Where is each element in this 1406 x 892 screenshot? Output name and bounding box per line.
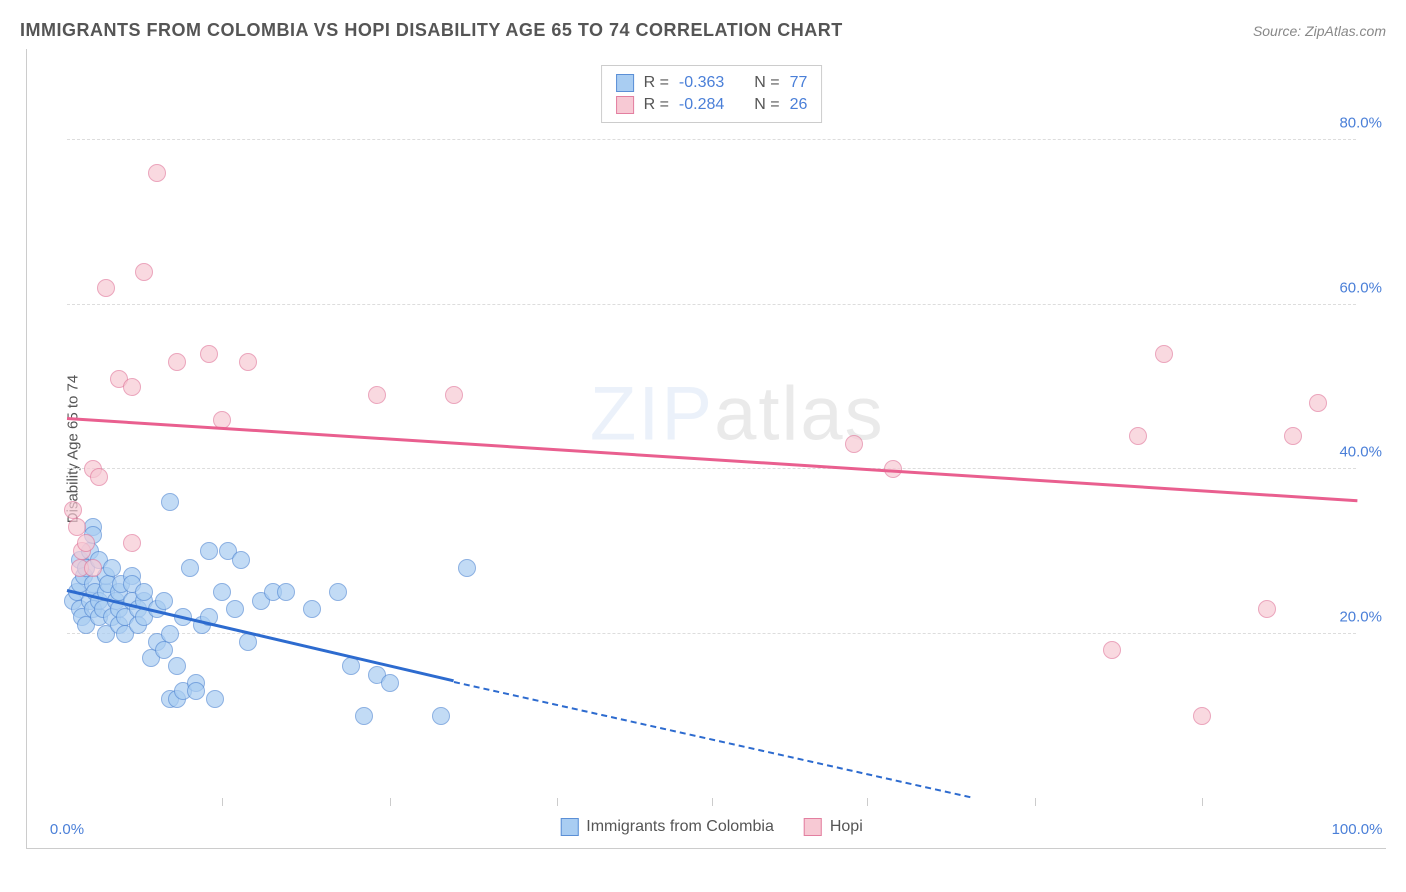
data-point-hopi bbox=[84, 559, 102, 577]
data-point-hopi bbox=[97, 279, 115, 297]
data-point-colombia bbox=[187, 682, 205, 700]
grid-line bbox=[67, 304, 1356, 305]
legend-r-value: -0.363 bbox=[679, 74, 724, 92]
legend-n-value: 77 bbox=[790, 74, 808, 92]
y-tick-label: 80.0% bbox=[1339, 115, 1382, 132]
data-point-colombia bbox=[161, 493, 179, 511]
trend-dash-colombia bbox=[454, 681, 970, 798]
data-point-colombia bbox=[168, 657, 186, 675]
data-point-colombia bbox=[226, 600, 244, 618]
legend-r-value: -0.284 bbox=[679, 96, 724, 114]
data-point-hopi bbox=[200, 345, 218, 363]
plot-area: ZIPatlas R =-0.363N =77R =-0.284N =26 Im… bbox=[67, 59, 1356, 798]
legend-n-value: 26 bbox=[790, 96, 808, 114]
data-point-colombia bbox=[181, 559, 199, 577]
legend-n-label: N = bbox=[754, 74, 779, 92]
data-point-colombia bbox=[355, 707, 373, 725]
legend-swatch bbox=[616, 74, 634, 92]
data-point-colombia bbox=[103, 559, 121, 577]
data-point-colombia bbox=[206, 690, 224, 708]
data-point-hopi bbox=[135, 263, 153, 281]
x-tick-label: 0.0% bbox=[50, 821, 84, 838]
data-point-colombia bbox=[381, 674, 399, 692]
y-tick-label: 40.0% bbox=[1339, 444, 1382, 461]
data-point-hopi bbox=[168, 353, 186, 371]
legend-stats: R = -0.363 N = 77 R = -0.284 N = 26 bbox=[601, 65, 823, 123]
x-tick bbox=[557, 798, 558, 806]
data-point-hopi bbox=[1103, 641, 1121, 659]
legend-series: Immigrants from Colombia Hopi bbox=[560, 818, 863, 836]
data-point-hopi bbox=[845, 435, 863, 453]
legend-stat-row: R = -0.284 N = 26 bbox=[616, 94, 808, 116]
x-tick bbox=[712, 798, 713, 806]
watermark: ZIPatlas bbox=[590, 370, 885, 457]
data-point-hopi bbox=[1193, 707, 1211, 725]
y-tick-label: 60.0% bbox=[1339, 279, 1382, 296]
legend-swatch bbox=[616, 96, 634, 114]
data-point-colombia bbox=[342, 657, 360, 675]
data-point-hopi bbox=[123, 534, 141, 552]
data-point-hopi bbox=[68, 518, 86, 536]
data-point-colombia bbox=[135, 583, 153, 601]
legend-stat-row: R = -0.363 N = 77 bbox=[616, 72, 808, 94]
legend-label: Immigrants from Colombia bbox=[586, 818, 774, 836]
legend-n-label: N = bbox=[754, 96, 779, 114]
data-point-hopi bbox=[1258, 600, 1276, 618]
data-point-colombia bbox=[303, 600, 321, 618]
x-tick bbox=[222, 798, 223, 806]
legend-item: Immigrants from Colombia bbox=[560, 818, 774, 836]
data-point-colombia bbox=[155, 592, 173, 610]
data-point-hopi bbox=[239, 353, 257, 371]
data-point-colombia bbox=[200, 542, 218, 560]
legend-item: Hopi bbox=[804, 818, 863, 836]
x-tick bbox=[1035, 798, 1036, 806]
data-point-hopi bbox=[1155, 345, 1173, 363]
data-point-hopi bbox=[123, 378, 141, 396]
data-point-hopi bbox=[77, 534, 95, 552]
data-point-hopi bbox=[445, 386, 463, 404]
chart-container: Disability Age 65 to 74 ZIPatlas R =-0.3… bbox=[26, 49, 1386, 849]
legend-r-label: R = bbox=[644, 96, 669, 114]
chart-title: IMMIGRANTS FROM COLOMBIA VS HOPI DISABIL… bbox=[20, 20, 843, 41]
data-point-colombia bbox=[161, 625, 179, 643]
x-tick bbox=[1202, 798, 1203, 806]
x-tick bbox=[867, 798, 868, 806]
data-point-hopi bbox=[368, 386, 386, 404]
data-point-colombia bbox=[232, 551, 250, 569]
trend-line-hopi bbox=[67, 417, 1357, 502]
x-tick-label: 100.0% bbox=[1332, 821, 1383, 838]
data-point-colombia bbox=[213, 583, 231, 601]
data-point-colombia bbox=[155, 641, 173, 659]
data-point-colombia bbox=[432, 707, 450, 725]
legend-swatch bbox=[560, 818, 578, 836]
data-point-hopi bbox=[148, 164, 166, 182]
y-tick-label: 20.0% bbox=[1339, 608, 1382, 625]
grid-line bbox=[67, 468, 1356, 469]
data-point-hopi bbox=[64, 501, 82, 519]
legend-swatch bbox=[804, 818, 822, 836]
legend-r-label: R = bbox=[644, 74, 669, 92]
data-point-hopi bbox=[90, 468, 108, 486]
data-point-hopi bbox=[1129, 427, 1147, 445]
x-tick bbox=[390, 798, 391, 806]
source-attribution: Source: ZipAtlas.com bbox=[1253, 23, 1386, 39]
data-point-colombia bbox=[277, 583, 295, 601]
grid-line bbox=[67, 139, 1356, 140]
data-point-colombia bbox=[329, 583, 347, 601]
data-point-hopi bbox=[1309, 394, 1327, 412]
data-point-hopi bbox=[1284, 427, 1302, 445]
data-point-colombia bbox=[458, 559, 476, 577]
legend-label: Hopi bbox=[830, 818, 863, 836]
